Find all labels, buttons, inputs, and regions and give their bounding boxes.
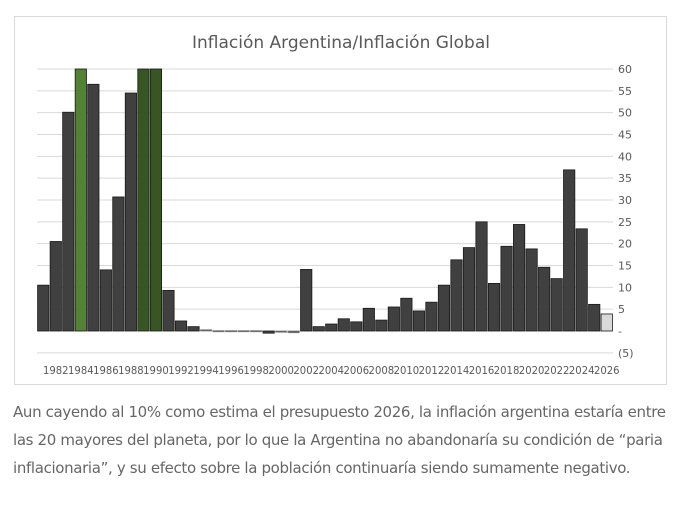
x-tick-label: 1988 [118, 364, 144, 377]
x-tick-label: 2020 [519, 364, 545, 377]
bar-1984 [74, 68, 87, 332]
y-tick-label: - [618, 325, 622, 338]
bar-2021 [538, 266, 551, 332]
bar-2005 [337, 318, 350, 332]
x-tick-label: 1984 [68, 364, 94, 377]
x-tick-label: 2004 [318, 364, 344, 377]
y-tick-label: 45 [618, 129, 632, 142]
bar-1981 [37, 284, 50, 332]
bars [37, 68, 613, 334]
y-tick-label: 20 [618, 238, 632, 251]
bar-2025 [588, 303, 601, 332]
x-tick-label: 1992 [168, 364, 194, 377]
bar-1991 [162, 289, 175, 332]
bar-2012 [425, 301, 438, 332]
bar-2016 [475, 221, 488, 332]
article-caption: Aun cayendo al 10% como estima el presup… [13, 403, 666, 477]
bar-2015 [462, 247, 476, 332]
x-tick-label: 1996 [218, 364, 244, 377]
bar-2026 [600, 313, 613, 332]
x-tick-label: 2008 [369, 364, 395, 377]
bar-2013 [437, 284, 451, 332]
bar-1990 [149, 68, 163, 332]
bar-1993 [187, 326, 200, 332]
bar-1994 [199, 329, 213, 332]
bar-1997 [237, 330, 250, 333]
x-tick-label: 2022 [544, 364, 570, 377]
x-tick-label: 1982 [43, 364, 69, 377]
y-tick-label: 55 [618, 85, 632, 98]
chart-container: Inflación Argentina/Inflación Global 60 5… [14, 16, 667, 385]
x-tick-label: 1998 [243, 364, 269, 377]
x-tick-label: 1994 [193, 364, 219, 377]
x-tick-label: 2006 [344, 364, 370, 377]
bar-2011 [412, 310, 425, 332]
x-tick-label: 2000 [268, 364, 294, 377]
y-tick-label: 15 [618, 260, 632, 273]
bar-2002 [300, 269, 313, 332]
inflation-bar-chart: Inflación Argentina/Inflación Global 60 5… [37, 33, 634, 377]
x-tick-label: 2016 [469, 364, 495, 377]
bar-1986 [99, 269, 112, 332]
bar-1998 [250, 330, 263, 333]
y-tick-label: 35 [618, 172, 632, 185]
bar-2019 [513, 224, 526, 332]
bar-2001 [287, 330, 300, 334]
bar-2017 [487, 283, 501, 332]
bar-1988 [124, 92, 137, 332]
bar-1987 [112, 196, 125, 332]
bar-2009 [387, 306, 400, 332]
x-tick-label: 1986 [93, 364, 119, 377]
bar-1999 [262, 330, 275, 334]
bar-1996 [225, 330, 238, 333]
x-tick-label: 2024 [569, 364, 595, 377]
bar-2003 [312, 326, 325, 332]
bar-1995 [212, 330, 225, 333]
x-tick-label: 2014 [444, 364, 470, 377]
bar-1989 [137, 68, 150, 332]
bar-2020 [525, 248, 538, 332]
bar-2000 [275, 330, 288, 333]
bar-2018 [500, 245, 513, 332]
y-tick-label: 25 [618, 216, 632, 229]
x-tick-label: 1990 [143, 364, 169, 377]
bar-1985 [87, 83, 100, 332]
x-tick-label: 2026 [594, 364, 620, 377]
bar-2006 [350, 321, 363, 332]
x-tick-label: 2018 [494, 364, 520, 377]
bar-2004 [325, 323, 338, 332]
x-tick-label: 2012 [419, 364, 445, 377]
y-tick-label: 10 [618, 281, 632, 294]
bar-1992 [174, 320, 188, 332]
bar-2014 [450, 259, 463, 332]
bar-2010 [400, 297, 413, 332]
x-axis-ticks: 1982 1984 1986 1988 1990 1992 1994 1996 1998 2000… [43, 364, 620, 377]
bar-2008 [375, 319, 388, 332]
bar-1983 [62, 111, 75, 332]
y-tick-label: 5 [618, 303, 625, 316]
bar-2007 [362, 307, 375, 332]
y-tick-label: 50 [618, 107, 632, 120]
y-tick-label: 40 [618, 150, 632, 163]
bar-2024 [575, 228, 588, 332]
bar-1982 [49, 241, 62, 332]
bar-2022 [550, 278, 563, 332]
y-tick-label: (5) [618, 347, 634, 360]
chart-title: Inflación Argentina/Inflación Global [192, 33, 490, 53]
x-tick-label: 2002 [293, 364, 319, 377]
y-axis-ticks: 60 55 50 45 40 35 30 25 20 15 10 5 - (5) [618, 63, 634, 360]
y-tick-label: 60 [618, 63, 632, 76]
x-tick-label: 2010 [394, 364, 420, 377]
bar-2023 [563, 169, 576, 332]
y-tick-label: 30 [618, 194, 632, 207]
